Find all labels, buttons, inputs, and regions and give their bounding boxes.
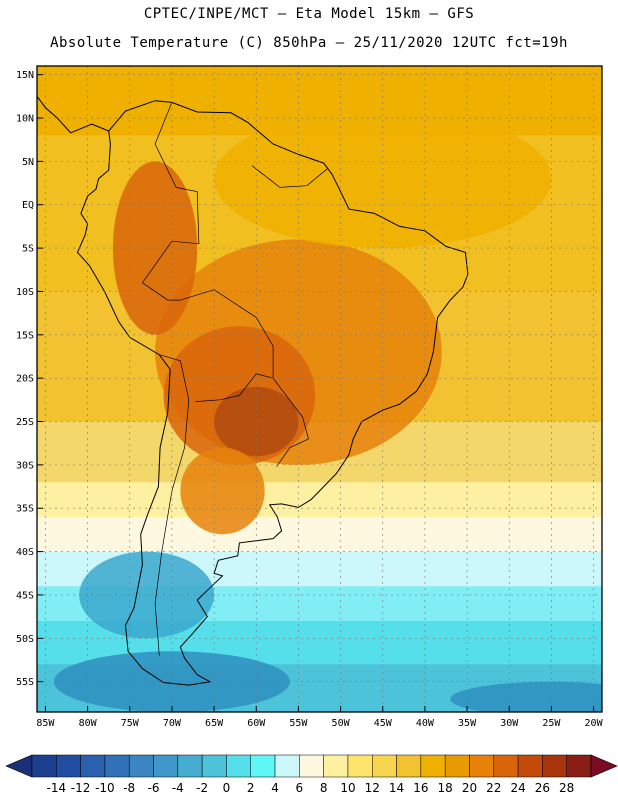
- lon-tick-label: 45W: [374, 718, 393, 729]
- colorbar-label: -10: [95, 781, 115, 795]
- colorbar-swatch: [226, 754, 251, 778]
- lat-tick-label: 25S: [16, 417, 34, 428]
- lat-tick-label: 15N: [16, 70, 34, 81]
- colorbar-swatch: [372, 754, 397, 778]
- colorbar-label: -6: [148, 781, 160, 795]
- field-patch: [450, 681, 602, 712]
- colorbar-label: -14: [46, 781, 66, 795]
- colorbar-swatch: [201, 754, 227, 778]
- colorbar-swatch: [566, 754, 592, 778]
- lon-tick-label: 20W: [585, 718, 604, 729]
- lat-tick-label: 20S: [16, 374, 34, 385]
- lon-tick-label: 80W: [79, 718, 98, 729]
- field-patch: [112, 161, 198, 335]
- colorbar-label: 8: [320, 781, 328, 795]
- field-patch: [180, 447, 265, 535]
- latitude-axis: 15N 10N 5N EQ 5S 10S 15S 20S 25S 30S 35S 40S 45S 50S 5…: [16, 70, 43, 688]
- colorbar-swatch: [274, 754, 300, 778]
- colorbar-swatch: [347, 754, 373, 778]
- lat-tick-label: 5N: [22, 157, 34, 168]
- graticule: [37, 66, 602, 712]
- lat-tick-label: 5S: [22, 244, 34, 255]
- colorbar-swatch: [396, 754, 422, 778]
- colorbar-label: 12: [365, 781, 380, 795]
- field-patch: [53, 651, 290, 712]
- lon-tick-label: 65W: [205, 718, 224, 729]
- field-band: [37, 482, 602, 518]
- colorbar-label: -8: [123, 781, 135, 795]
- colorbar-label: -2: [196, 781, 208, 795]
- lon-tick-label: 60W: [247, 718, 266, 729]
- field-band: [37, 516, 602, 553]
- lat-tick-label: 50S: [16, 634, 34, 645]
- central-america-coastline: [37, 66, 109, 134]
- longitude-axis: 85W 80W 75W 70W 65W 60W 55W 50W 45W 40W 35W 30W 25W 2…: [36, 706, 604, 729]
- lat-tick-label: 15S: [16, 330, 34, 341]
- colorbar-label: 0: [223, 781, 231, 795]
- lon-tick-label: 50W: [332, 718, 351, 729]
- lon-tick-label: 25W: [542, 718, 561, 729]
- temperature-field: [37, 66, 602, 712]
- colorbar-swatch: [80, 754, 106, 778]
- lat-tick-label: 10S: [16, 287, 34, 298]
- colorbar-label: 4: [271, 781, 279, 795]
- map-frame: [36, 65, 603, 713]
- chart-subtitle: Absolute Temperature (C) 850hPa – 25/11/…: [50, 35, 568, 51]
- colorbar-swatch: [299, 754, 324, 778]
- country-border: [141, 102, 200, 301]
- colorbar-label: 24: [510, 781, 525, 795]
- lon-tick-label: 30W: [500, 718, 519, 729]
- lon-tick-label: 55W: [289, 718, 308, 729]
- lat-tick-label: 30S: [16, 460, 34, 471]
- lat-tick-label: 35S: [16, 504, 34, 515]
- colorbar-swatch: [250, 754, 276, 778]
- colorbar-swatch: [56, 754, 81, 778]
- lon-tick-label: 35W: [458, 718, 477, 729]
- colorbar-label: 14: [389, 781, 404, 795]
- lat-tick-label: 40S: [16, 547, 34, 558]
- colorbar-label: 2: [247, 781, 255, 795]
- colorbar-label: 28: [559, 781, 574, 795]
- colorbar-label: -12: [71, 781, 91, 795]
- colorbar-swatch: [420, 754, 446, 778]
- colorbar-swatch: [493, 754, 519, 778]
- colorbar-high-arrow: [590, 754, 618, 778]
- colorbar-swatch: [104, 754, 130, 778]
- chart-title: CPTEC/INPE/MCT – Eta Model 15km – GFS: [143, 6, 475, 22]
- colorbar-swatch: [517, 754, 543, 778]
- colorbar-label: 16: [413, 781, 428, 795]
- colorbar-label: 26: [535, 781, 550, 795]
- lon-tick-label: 40W: [416, 718, 435, 729]
- lat-tick-label: 45S: [16, 590, 34, 601]
- colorbar-label: 22: [486, 781, 501, 795]
- colorbar-label: 10: [340, 781, 355, 795]
- lon-tick-label: 70W: [163, 718, 182, 729]
- lat-tick-label: EQ: [22, 200, 34, 211]
- colorbar-label: 6: [296, 781, 304, 795]
- colorbar-swatch: [542, 754, 567, 778]
- colorbar-swatch: [153, 754, 179, 778]
- colorbar-label: 20: [462, 781, 477, 795]
- colorbar-swatch: [444, 754, 470, 778]
- colorbar-swatch: [31, 754, 57, 778]
- colorbar-swatch: [469, 754, 495, 778]
- country-border: [154, 354, 190, 656]
- colorbar-label: 18: [438, 781, 453, 795]
- country-border: [251, 165, 329, 188]
- lat-tick-label: 55S: [16, 677, 34, 688]
- lon-tick-label: 75W: [121, 718, 140, 729]
- colorbar-label: -4: [172, 781, 184, 795]
- field-patch: [214, 109, 552, 249]
- lat-tick-label: 10N: [16, 114, 34, 125]
- country-border: [195, 395, 240, 402]
- colorbar: -14 -12 -10 -8 -6 -4 -2 0 2 4 6 8 10 12 14 16 18 20 22 24 26…: [5, 754, 618, 795]
- colorbar-swatch: [128, 754, 154, 778]
- colorbar-low-arrow: [5, 754, 33, 778]
- lon-tick-label: 85W: [36, 718, 55, 729]
- country-border: [180, 289, 274, 379]
- colorbar-swatch: [323, 754, 349, 778]
- colorbar-swatch: [177, 754, 203, 778]
